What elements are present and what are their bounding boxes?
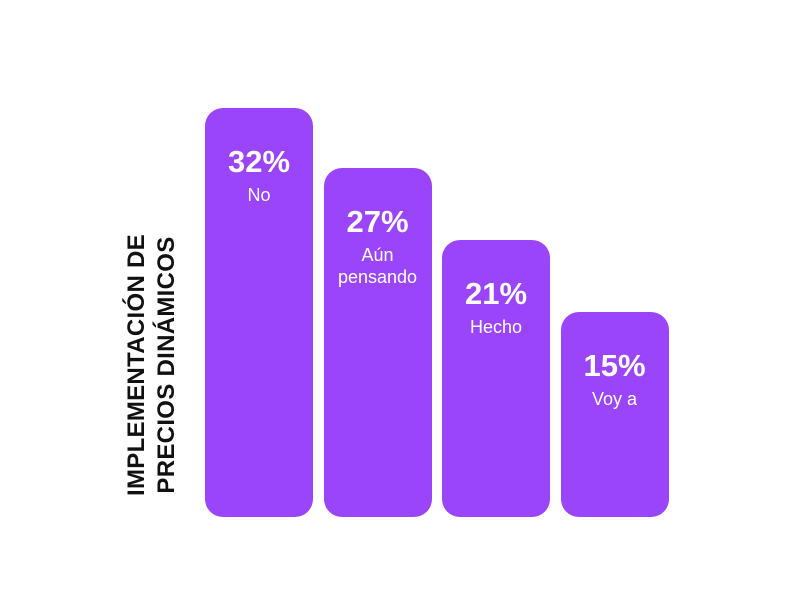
bar — [442, 240, 550, 517]
data-label: 21% — [464, 276, 528, 311]
data-label: 32% — [227, 144, 291, 179]
category-label: No — [247, 185, 271, 205]
category-label: Voy a — [591, 389, 638, 409]
bar — [205, 108, 313, 517]
category-label: Aún pensando — [337, 245, 418, 287]
data-label: 15% — [583, 348, 646, 383]
data-label: 27% — [346, 204, 409, 239]
bar — [560, 312, 669, 517]
axis-title: IMPLEMENTACIÓN DE PRECIOS DINÁMICOS — [123, 234, 180, 496]
category-label: Hecho — [469, 317, 523, 337]
bar — [323, 168, 432, 517]
